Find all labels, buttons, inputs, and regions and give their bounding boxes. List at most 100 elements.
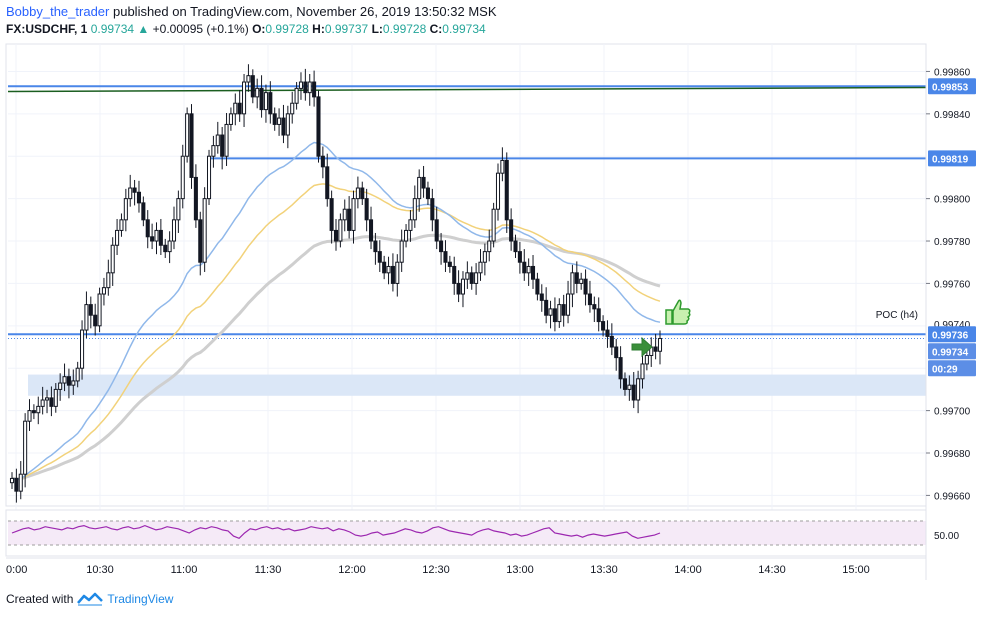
candle-body — [75, 367, 80, 382]
candle-body — [535, 278, 540, 295]
support-zone — [28, 374, 926, 396]
time-tick: 10:30 — [86, 564, 114, 576]
time-tick: 12:30 — [422, 564, 450, 576]
candle-body — [49, 397, 54, 407]
candle-body — [360, 187, 365, 200]
time-tick: 12:00 — [338, 564, 366, 576]
time-tick: 14:30 — [758, 564, 786, 576]
candle-body — [478, 261, 483, 274]
candle-body — [482, 251, 487, 263]
candle-body — [255, 87, 260, 98]
candle-body — [487, 240, 492, 253]
candle-body — [539, 293, 544, 301]
candle-body — [653, 346, 658, 352]
candle-body — [614, 346, 619, 359]
candle-body — [185, 113, 190, 157]
ohlc-legend: FX:USDCHF, 1 0.99734 ▲ +0.00095 (+0.1%) … — [6, 22, 486, 36]
candle-body — [631, 384, 636, 401]
candle-body — [71, 380, 76, 386]
price-tick: 0.99840 — [934, 110, 971, 121]
candle-body — [557, 304, 562, 323]
price-axis[interactable]: 0.99860 0.99840 0.99800 0.99780 0.99760 0.997… — [925, 44, 976, 580]
candle-body — [618, 357, 623, 380]
candle-body — [579, 278, 584, 284]
candle-body — [27, 410, 32, 422]
price-badge-label: 0.99736 — [932, 330, 969, 341]
tradingview-link[interactable]: TradingView — [107, 592, 174, 606]
candle-body — [355, 187, 360, 200]
candle-body — [561, 304, 566, 316]
candle-body — [570, 272, 575, 295]
candle-body — [141, 202, 146, 221]
candle-body — [9, 477, 15, 484]
candle-body — [566, 293, 571, 316]
candle-body — [443, 251, 448, 263]
candle-body — [294, 87, 299, 104]
candle-body — [509, 219, 514, 242]
candle-body — [88, 304, 93, 316]
candle-body — [530, 265, 536, 280]
candle-body — [198, 219, 203, 263]
author-link[interactable]: Bobby_the_trader — [6, 4, 110, 19]
candle-body — [93, 314, 98, 327]
candle-body — [233, 102, 238, 115]
time-tick: 13:00 — [506, 564, 534, 576]
candle-body — [495, 172, 501, 210]
candle-body — [281, 117, 286, 136]
candle-body — [303, 81, 308, 94]
low-label: L: — [371, 22, 383, 36]
candle-body — [53, 388, 58, 407]
open-label: O: — [252, 22, 266, 36]
candle-body — [158, 229, 163, 246]
time-tick: 15:00 — [842, 564, 870, 576]
candle-body — [351, 198, 356, 231]
candle-body — [62, 376, 67, 384]
candle-body — [622, 378, 628, 390]
price-tick: 0.99780 — [934, 237, 971, 248]
candle-body — [298, 81, 304, 89]
close-value: 0.99734 — [442, 22, 486, 36]
close-label: C: — [429, 22, 443, 36]
candle-body — [259, 87, 264, 111]
high-label: H: — [312, 22, 325, 36]
candle-body — [373, 240, 378, 253]
candle-body — [268, 92, 273, 115]
price-tick: 0.99860 — [934, 67, 971, 78]
price-badge — [928, 360, 976, 377]
candle-body — [417, 176, 422, 200]
candle-body — [460, 278, 466, 295]
candle-body — [465, 272, 470, 280]
created-with: Created with — [6, 592, 74, 606]
candle-body — [316, 96, 321, 157]
candle-body — [14, 477, 19, 492]
candle-body — [347, 208, 352, 231]
time-axis[interactable]: 0:00 10:30 11:00 11:30 12:00 12:30 13:00 13:30 1… — [6, 557, 926, 576]
candle-body — [84, 304, 89, 331]
candle-body — [364, 198, 369, 221]
candle-body — [390, 265, 395, 284]
price-change: +0.00095 (+0.1%) — [152, 22, 249, 36]
symbol-label[interactable]: FX:USDCHF, 1 — [6, 22, 88, 36]
candle-body — [97, 293, 102, 327]
candle-body — [399, 240, 404, 263]
candle-body — [491, 208, 496, 242]
candle-body — [154, 229, 159, 242]
rsi-band — [8, 521, 926, 545]
candle-body — [246, 75, 251, 83]
candle-body — [430, 198, 435, 221]
tradingview-logo-icon — [77, 592, 104, 606]
candle-body — [548, 308, 553, 316]
candle-body — [58, 382, 63, 390]
candle-body — [307, 81, 312, 94]
ma-mid-line — [11, 183, 661, 480]
candle-body — [18, 473, 23, 492]
candle-body — [150, 236, 155, 242]
candle-body — [544, 299, 549, 316]
candle-body — [36, 405, 41, 414]
candle-body — [517, 251, 522, 263]
candle-body — [206, 155, 212, 200]
candle-body — [434, 219, 439, 242]
horizontal-lines — [7, 85, 927, 340]
candles — [9, 64, 663, 503]
